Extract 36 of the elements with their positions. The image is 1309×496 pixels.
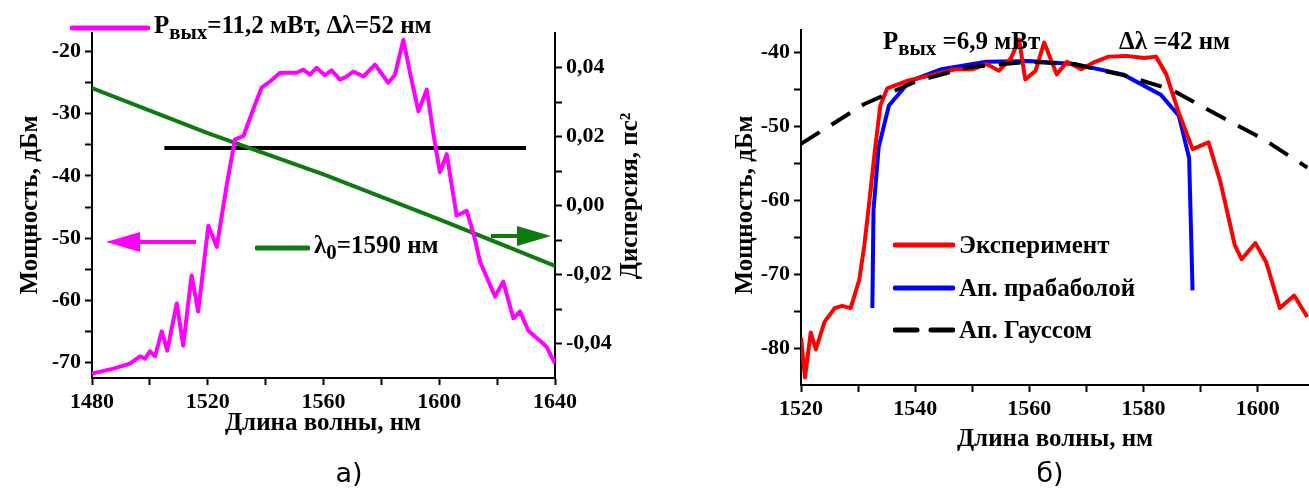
x-tick-label: 1540 bbox=[893, 394, 938, 420]
y2-axis-title: Дисперсия, пс² bbox=[614, 112, 642, 280]
text: а) bbox=[335, 456, 363, 488]
y-tick-label: -20 bbox=[51, 37, 81, 63]
y-tick-label: -70 bbox=[51, 348, 81, 374]
annotation: P$_{вых}$ =6,9 мВт bbox=[883, 27, 1041, 60]
y2-tick-label: 0,02 bbox=[566, 122, 605, 148]
x-tick-label: 1520 bbox=[779, 394, 823, 420]
legend-label: Ап. прабаболой bbox=[959, 274, 1136, 302]
y-axis-title: Мощность, дБм bbox=[729, 115, 757, 295]
y2-tick-label: -0,04 bbox=[566, 329, 612, 355]
legend-label: P$_{вых}$=11,2 мВт, Δλ=52 нм bbox=[154, 11, 432, 45]
y-tick-label: -60 bbox=[760, 185, 790, 211]
text: б) bbox=[1036, 456, 1064, 488]
y-tick-label: -40 bbox=[760, 37, 790, 63]
annotation: Δλ =42 нм bbox=[1119, 27, 1231, 54]
y2-tick-label: 0,04 bbox=[566, 53, 605, 79]
y2-tick-label: -0,02 bbox=[566, 260, 612, 286]
y-tick-label: -60 bbox=[51, 285, 81, 311]
y-tick-label: -50 bbox=[51, 223, 81, 249]
y2-tick-label: 0,00 bbox=[566, 191, 605, 217]
y-tick-label: -30 bbox=[51, 99, 81, 125]
x-tick-label: 1580 bbox=[1121, 394, 1166, 420]
legend-label: λ$_{0}$=1590 нм bbox=[314, 231, 439, 265]
y-tick-label: -50 bbox=[760, 111, 790, 137]
legend-label: Ап. Гауссом bbox=[959, 316, 1092, 344]
x-tick-label: 1560 bbox=[1007, 394, 1052, 420]
y-tick-label: -70 bbox=[760, 259, 790, 285]
y-axis-title: Мощность, дБм bbox=[14, 115, 42, 295]
x-axis-title: Длина волны, нм bbox=[956, 423, 1154, 451]
y-tick-label: -80 bbox=[760, 333, 790, 359]
y-tick-label: -40 bbox=[51, 161, 81, 187]
x-tick-label: 1600 bbox=[1235, 394, 1280, 420]
x-tick-label: 1480 bbox=[70, 387, 114, 413]
legend-label: Эксперимент bbox=[959, 231, 1110, 259]
x-tick-label: 1640 bbox=[533, 387, 577, 413]
